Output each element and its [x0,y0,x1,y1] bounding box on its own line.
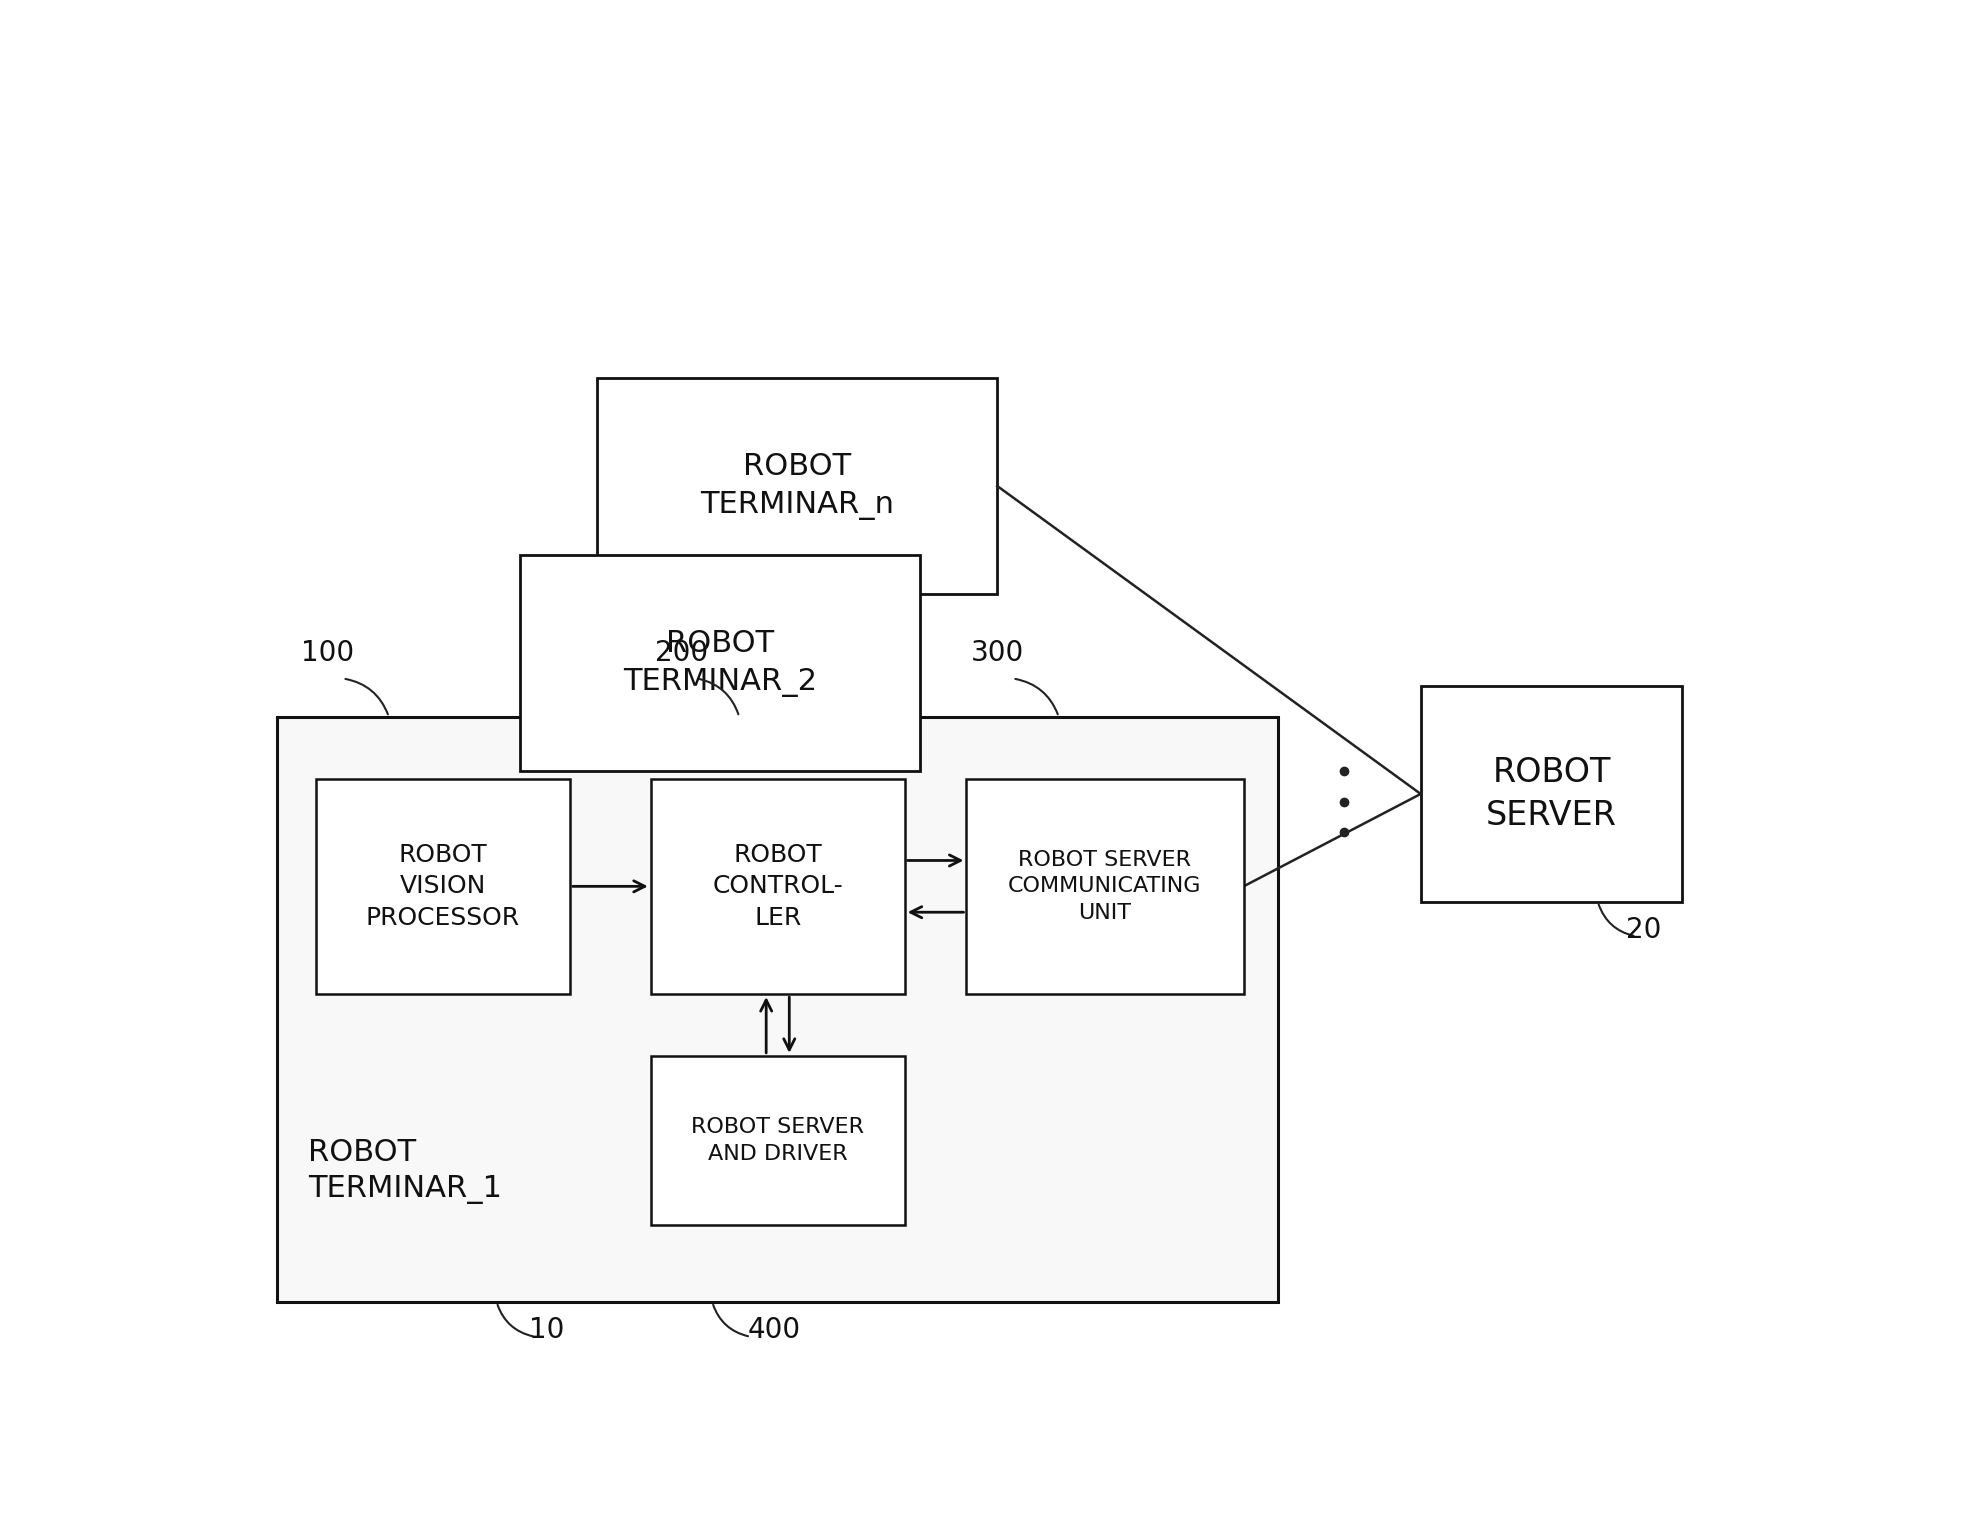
Text: 300: 300 [970,639,1025,667]
Text: ROBOT SERVER
COMMUNICATING
UNIT: ROBOT SERVER COMMUNICATING UNIT [1009,850,1201,923]
Text: ROBOT
VISION
PROCESSOR: ROBOT VISION PROCESSOR [365,842,520,930]
FancyBboxPatch shape [1421,686,1682,901]
FancyBboxPatch shape [650,779,905,994]
Text: ROBOT SERVER
AND DRIVER: ROBOT SERVER AND DRIVER [691,1117,864,1164]
FancyBboxPatch shape [520,556,921,771]
FancyBboxPatch shape [966,779,1245,994]
FancyBboxPatch shape [597,379,997,594]
Text: ROBOT
TERMINAR_1: ROBOT TERMINAR_1 [308,1138,503,1204]
Text: 20: 20 [1625,917,1661,944]
Text: 400: 400 [748,1317,801,1344]
Text: ROBOT
SERVER: ROBOT SERVER [1486,756,1618,832]
FancyBboxPatch shape [650,1056,905,1226]
Text: 100: 100 [300,639,353,667]
Text: ROBOT
CONTROL-
LER: ROBOT CONTROL- LER [713,842,842,930]
FancyBboxPatch shape [316,779,569,994]
Text: ROBOT
TERMINAR_n: ROBOT TERMINAR_n [701,451,893,520]
Text: ROBOT
TERMINAR_2: ROBOT TERMINAR_2 [622,629,817,697]
Text: 10: 10 [530,1317,565,1344]
FancyBboxPatch shape [277,717,1278,1303]
Text: 200: 200 [656,639,709,667]
